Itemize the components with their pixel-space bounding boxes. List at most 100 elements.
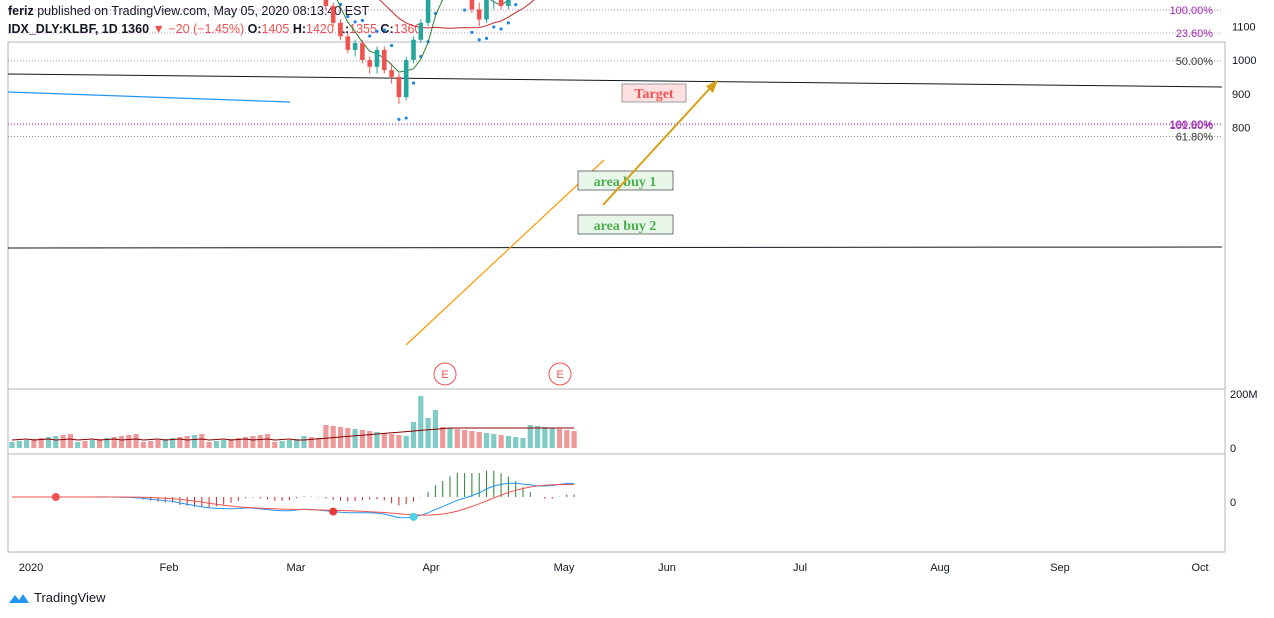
candle-body — [345, 36, 351, 50]
candle-body — [403, 60, 409, 98]
volume-bar — [381, 433, 387, 448]
volume-bar — [535, 426, 541, 448]
author-name: feriz — [8, 4, 34, 18]
volume-bar — [571, 431, 577, 448]
macd-cross-marker — [329, 507, 338, 516]
sar-dot — [470, 30, 474, 34]
volume-bar — [133, 434, 139, 448]
time-tick-label: Feb — [160, 562, 179, 574]
last-price: 1360 — [121, 22, 150, 36]
candle-body — [476, 9, 482, 20]
candle-body — [374, 49, 380, 67]
volume-bar — [75, 442, 81, 448]
volume-bar — [148, 441, 154, 448]
volume-bar — [469, 431, 475, 448]
fib-label: 61.80% — [1176, 132, 1214, 144]
fib-label: 161.80% — [1170, 120, 1214, 132]
volume-bar — [67, 434, 73, 448]
time-axis: 2020 Feb Mar Apr May Jun Jul Aug Sep Oct — [19, 562, 1209, 574]
parabolic-sar — [338, 0, 518, 121]
macd-signal-line — [12, 484, 575, 516]
area-buy-1-label: area buy 1 — [594, 175, 657, 190]
candle-body — [352, 43, 358, 50]
volume-bar — [213, 441, 219, 448]
resistance-line — [7, 73, 1223, 88]
sar-dot — [477, 38, 481, 42]
candle-body — [330, 6, 336, 23]
volume-bar — [257, 435, 263, 448]
close-value: 1360 — [393, 22, 422, 36]
time-tick-label: Mar — [287, 562, 306, 574]
volume-bar — [352, 429, 358, 448]
price-axis: 8009001000110012001300140015001600169513… — [1230, 21, 1258, 509]
volume-bar — [440, 427, 446, 448]
volume-bar — [462, 430, 468, 448]
volume-bar — [418, 396, 424, 448]
earnings-marker[interactable] — [433, 362, 457, 386]
time-tick-label: Jul — [793, 562, 807, 574]
sar-dot — [484, 36, 489, 41]
price-tick-label: 900 — [1232, 89, 1250, 101]
sar-dot — [346, 14, 350, 19]
blue-trend-line — [7, 91, 291, 103]
sar-dot — [404, 116, 408, 120]
sar-dot — [499, 27, 503, 31]
trend-lines — [7, 73, 1223, 346]
open-label: O: — [247, 22, 262, 36]
volume-bar — [228, 439, 234, 448]
area-buy-2-label: area buy 2 — [594, 219, 657, 234]
target-arrow — [602, 85, 713, 206]
volume-bar — [374, 432, 380, 448]
symbol-name: IDX_DLY:KLBF, 1D — [8, 22, 118, 36]
volume-bar — [89, 440, 95, 448]
volume-bar — [483, 433, 490, 448]
moving-averages — [336, 0, 535, 73]
candle-body — [418, 22, 424, 40]
candles — [323, 0, 511, 104]
volume-bar — [476, 432, 482, 448]
low-label: L: — [337, 22, 350, 36]
target-label: Target — [634, 87, 673, 102]
volume-bar — [16, 441, 22, 448]
volume-bar — [549, 428, 555, 448]
earnings-marker[interactable] — [548, 362, 572, 386]
volume-bar — [454, 429, 460, 448]
volume-bar — [170, 438, 176, 448]
fib-label: 50.00% — [1176, 56, 1214, 68]
volume-bar — [53, 436, 59, 448]
volume-bar — [498, 435, 504, 448]
volume-zero-label: 0 — [1230, 443, 1236, 455]
volume-bar — [564, 430, 570, 448]
volume-bar — [308, 437, 314, 448]
candle-body — [338, 22, 343, 37]
volume-bar — [367, 431, 373, 448]
area-buy-2-box — [577, 214, 674, 235]
candle-body — [323, 0, 329, 6]
volume-bar — [279, 441, 285, 448]
volume-bar — [447, 428, 453, 448]
tradingview-logo[interactable]: TradingView — [8, 590, 106, 605]
volume-bar — [323, 425, 329, 448]
symbol-info: IDX_DLY:KLBF, 1D 1360 ▼ −20 (−1.45%) O:1… — [8, 22, 421, 36]
sar-dot — [397, 117, 401, 121]
volume-bar — [316, 438, 322, 448]
volume-bar — [542, 427, 548, 448]
time-tick-label: Aug — [930, 562, 950, 574]
volume-bar — [221, 440, 227, 448]
price-tick-label: 800 — [1232, 123, 1250, 135]
sar-dot — [390, 43, 394, 48]
volume-bar — [272, 442, 278, 448]
open-value: 1405 — [261, 22, 290, 36]
volume-bar — [9, 442, 15, 448]
high-label: H: — [292, 22, 307, 36]
volume-bar — [403, 436, 409, 448]
volume-bar — [250, 436, 256, 448]
macd-cross-marker — [409, 512, 418, 521]
volume-pane — [9, 396, 577, 448]
macd-cross-marker — [51, 493, 60, 501]
price-change: −20 (−1.45%) — [168, 22, 245, 36]
candle-body — [506, 0, 511, 6]
volume-bar — [199, 434, 205, 448]
volume-bar — [301, 436, 307, 448]
